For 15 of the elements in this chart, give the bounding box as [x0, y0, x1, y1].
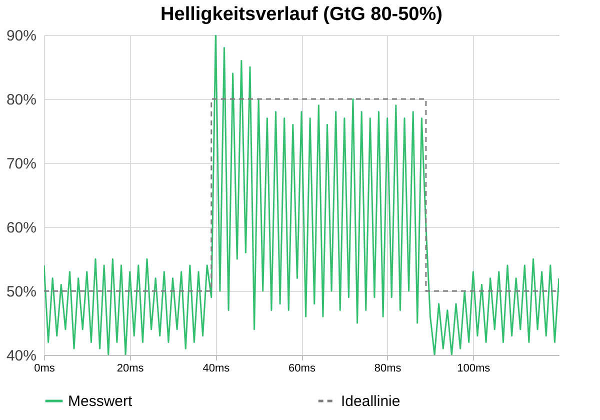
y-tick-label: 50% — [6, 284, 36, 300]
x-tick-label: 60ms — [288, 362, 316, 374]
y-tick-label: 70% — [6, 156, 36, 172]
x-tick-label: 0ms — [34, 362, 56, 374]
y-tick-label: 90% — [6, 28, 36, 44]
x-tick-label: 40ms — [202, 362, 230, 374]
legend-label: Messwert — [68, 393, 134, 410]
y-tick-label: 80% — [6, 92, 36, 108]
chart-title: Helligkeitsverlauf (GtG 80-50%) — [160, 4, 442, 25]
x-tick-label: 100ms — [457, 362, 491, 374]
x-tick-label: 20ms — [116, 362, 144, 374]
y-tick-label: 40% — [6, 348, 36, 364]
x-tick-label: 80ms — [374, 362, 402, 374]
legend-label: Ideallinie — [341, 393, 400, 410]
y-tick-label: 60% — [6, 220, 36, 236]
